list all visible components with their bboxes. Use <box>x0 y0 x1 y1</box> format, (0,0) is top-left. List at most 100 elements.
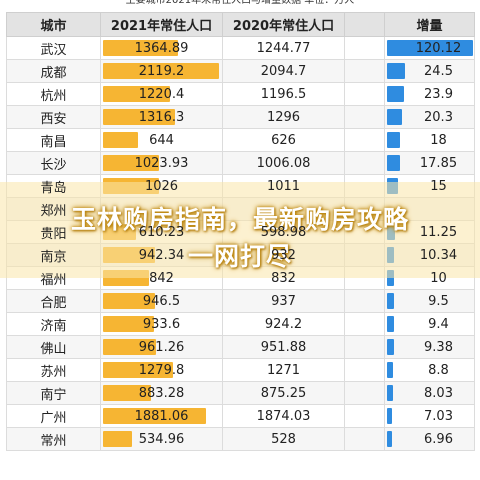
pop2021-bar <box>103 109 176 125</box>
header-city: 城市 <box>6 12 101 37</box>
city-cell: 合肥 <box>6 289 101 313</box>
table-row: 南宁 883.28 875.25 8.03 <box>6 381 475 405</box>
header-row: 城市 2021年常住人口 2020年常住人口 增量 <box>6 12 475 37</box>
header-pop2021: 2021年常住人口 <box>100 12 223 37</box>
pop2020-cell-value: 598.98 <box>260 224 307 240</box>
city-cell: 长沙 <box>6 151 101 175</box>
increase-cell: 120.12 <box>384 36 475 60</box>
table-caption: 主要城市2021年末常住人口与增量数据 单位：万人 <box>125 0 355 6</box>
city-cell-value: 杭州 <box>40 88 67 104</box>
pop2020-cell: 2094.7 <box>222 59 345 83</box>
gap-cell <box>344 358 385 382</box>
gap-cell <box>344 312 385 336</box>
pop2021-cell: 1220.4 <box>100 82 223 106</box>
increase-cell-value: 17.85 <box>419 155 458 171</box>
increase-cell-value: 18 <box>430 132 447 148</box>
increase-cell: 7.03 <box>384 404 475 428</box>
pop2020-cell-value: 1006.08 <box>256 155 311 171</box>
gap-cell <box>344 381 385 405</box>
gap-cell <box>344 105 385 129</box>
table-row: 济南 933.6 924.2 9.4 <box>6 312 475 336</box>
increase-bar <box>387 316 394 332</box>
increase-bar <box>387 339 394 355</box>
gap-cell <box>344 289 385 313</box>
increase-cell: 9.38 <box>384 335 475 359</box>
pop2020-cell-value: 1271 <box>266 362 301 378</box>
pop2020-cell-value: 1244.77 <box>256 40 311 56</box>
increase-cell: 9.5 <box>384 289 475 313</box>
city-cell: 常州 <box>6 427 101 451</box>
pop2020-cell-value: 875.25 <box>260 385 307 401</box>
pop2020-cell: 1271 <box>222 358 345 382</box>
city-cell: 成都 <box>6 59 101 83</box>
city-cell-value: 南宁 <box>40 387 67 403</box>
table-row: 常州 534.96 528 6.96 <box>6 427 475 451</box>
increase-bar <box>387 431 392 447</box>
pop2021-cell: 534.96 <box>100 427 223 451</box>
pop2020-cell-value: 626 <box>271 132 296 148</box>
pop2021-bar <box>103 63 219 79</box>
table-row: 长沙 1023.93 1006.08 17.85 <box>6 151 475 175</box>
increase-cell-value: 9.4 <box>428 316 449 332</box>
pop2021-cell-value: 942.34 <box>138 247 185 263</box>
increase-cell-value: 6.96 <box>424 431 453 447</box>
pop2021-cell-value: 2119.2 <box>138 63 185 79</box>
header-pop2020: 2020年常住人口 <box>222 12 345 37</box>
header-increase: 增量 <box>384 12 475 37</box>
pop2021-cell-value: 842 <box>149 270 174 286</box>
city-cell: 南宁 <box>6 381 101 405</box>
pop2020-cell-value: 1011 <box>266 178 301 194</box>
increase-cell-value: 10 <box>430 270 447 286</box>
city-cell-value: 南昌 <box>40 134 67 150</box>
pop2021-cell: 1364.89 <box>100 36 223 60</box>
increase-bar <box>387 362 394 378</box>
increase-cell-value: 24.5 <box>424 63 453 79</box>
pop2021-cell: 2119.2 <box>100 59 223 83</box>
city-cell-value: 贵阳 <box>40 226 67 242</box>
pop2021-bar <box>103 86 170 102</box>
city-cell-value: 青岛 <box>40 180 67 196</box>
pop2021-bar <box>103 293 155 309</box>
increase-cell-value: 8.8 <box>428 362 449 378</box>
city-cell-value: 武汉 <box>40 42 67 58</box>
pop2020-cell: 626 <box>222 128 345 152</box>
increase-bar <box>387 408 393 424</box>
pop2020-cell: 951.88 <box>222 335 345 359</box>
pop2021-cell: 961.26 <box>100 335 223 359</box>
increase-cell-value: 23.9 <box>424 86 453 102</box>
pop2020-cell-value: 2094.7 <box>260 63 307 79</box>
increase-bar <box>387 86 405 102</box>
pop2021-cell: 946.5 <box>100 289 223 313</box>
gap-cell <box>344 82 385 106</box>
gap-cell <box>344 335 385 359</box>
increase-bar <box>387 63 405 79</box>
pop2021-bar <box>103 132 139 148</box>
city-cell-value: 成都 <box>40 65 67 81</box>
increase-bar <box>387 109 402 125</box>
pop2020-cell-value: 932 <box>271 247 296 263</box>
increase-cell-value: 8.03 <box>424 385 453 401</box>
pop2021-cell-value: 1026 <box>144 178 179 194</box>
increase-cell-value: 20.3 <box>424 109 453 125</box>
table-row: 杭州 1220.4 1196.5 23.9 <box>6 82 475 106</box>
table-row: 苏州 1279.8 1271 8.8 <box>6 358 475 382</box>
increase-cell: 8.03 <box>384 381 475 405</box>
pop2020-cell-value: 528 <box>271 431 296 447</box>
pop2021-bar <box>103 385 152 401</box>
pop2020-cell: 1296 <box>222 105 345 129</box>
pop2020-cell-value: 924.2 <box>264 316 303 332</box>
gap-cell <box>344 128 385 152</box>
gap-cell <box>344 59 385 83</box>
pop2021-bar <box>103 431 133 447</box>
table-row: 西安 1316.3 1296 20.3 <box>6 105 475 129</box>
gap-cell <box>344 404 385 428</box>
increase-cell-value: 11.25 <box>419 224 458 240</box>
city-cell: 南昌 <box>6 128 101 152</box>
pop2020-cell-value: 1874.03 <box>256 408 311 424</box>
pop2020-cell-value: 951.88 <box>260 339 307 355</box>
pop2021-bar <box>103 408 206 424</box>
pop2021-bar <box>103 362 174 378</box>
pop2020-cell: 937 <box>222 289 345 313</box>
pop2020-cell: 1244.77 <box>222 36 345 60</box>
